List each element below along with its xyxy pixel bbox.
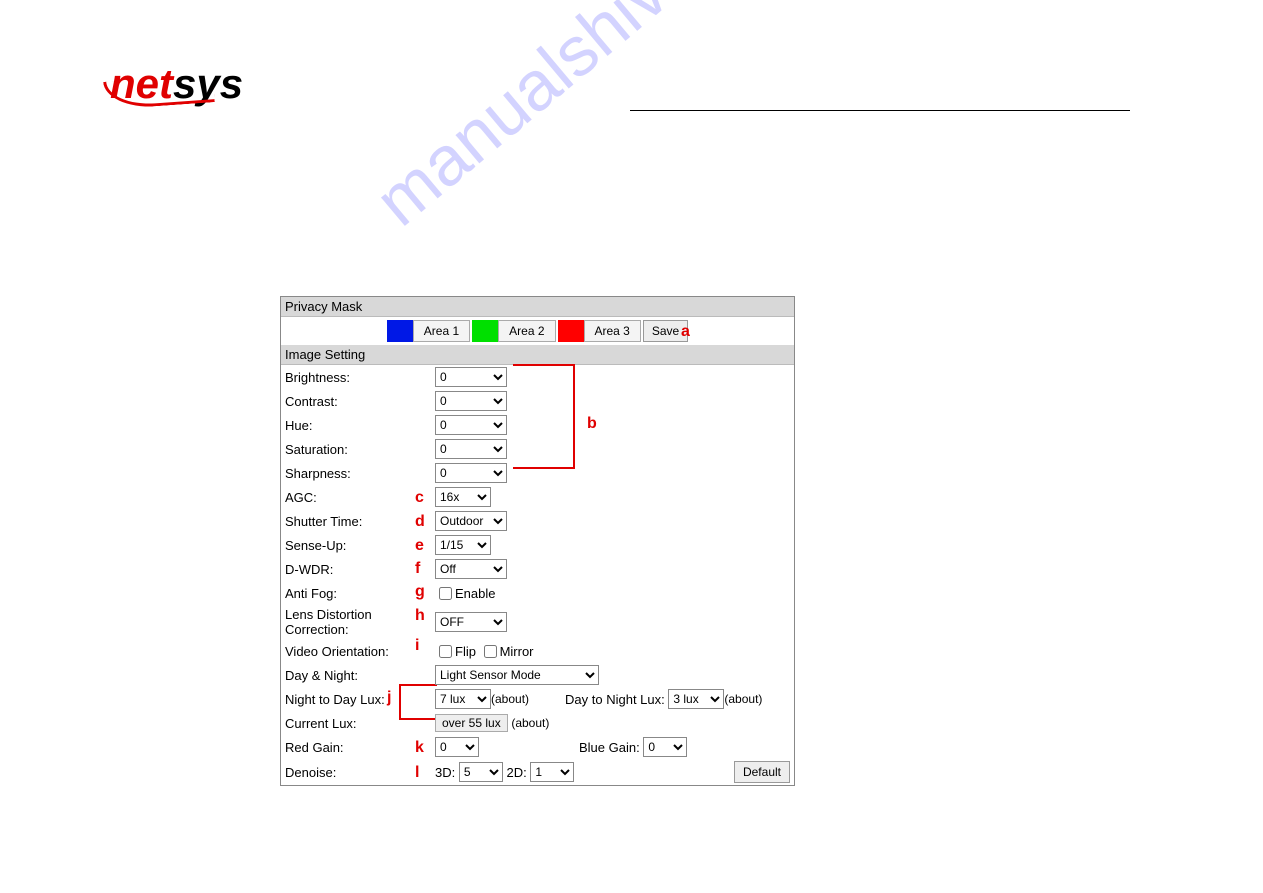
current-lux-about: (about) [511, 716, 549, 730]
watermark: manualshive.com [360, 0, 829, 241]
shutter-label: Shutter Time: [285, 514, 435, 529]
denoise-2d-select[interactable]: 1 [530, 762, 574, 782]
gain-row: Red Gain: 0 Blue Gain: 0 [281, 735, 794, 759]
agc-label: AGC: [285, 490, 435, 505]
senseup-label: Sense-Up: [285, 538, 435, 553]
d2n-lux-label: Day to Night Lux: [565, 692, 665, 707]
image-setting-header: Image Setting [281, 345, 794, 365]
privacy-mask-header: Privacy Mask [281, 297, 794, 317]
hue-label: Hue: [285, 418, 435, 433]
blue-gain-select[interactable]: 0 [643, 737, 687, 757]
antifog-checkbox[interactable] [439, 587, 452, 600]
ldc-row: Lens Distortion Correction: OFF [281, 605, 794, 639]
red-gain-label: Red Gain: [285, 740, 435, 755]
video-orient-label: Video Orientation: [285, 644, 435, 659]
antifog-row: Anti Fog: Enable [281, 581, 794, 605]
shutter-row: Shutter Time: Outdoor [281, 509, 794, 533]
n2d-about: (about) [491, 692, 529, 706]
brightness-select[interactable]: 0 [435, 367, 507, 387]
hue-row: Hue: 0 [281, 413, 794, 437]
brightness-label: Brightness: [285, 370, 435, 385]
dwdr-row: D-WDR: Off [281, 557, 794, 581]
n2d-lux-label: Night to Day Lux: [285, 692, 435, 707]
mirror-text: Mirror [500, 644, 534, 659]
save-button[interactable]: Save [643, 320, 688, 342]
contrast-label: Contrast: [285, 394, 435, 409]
current-lux-row: Current Lux: over 55 lux (about) [281, 711, 794, 735]
lux-row: Night to Day Lux: 7 lux (about) Day to N… [281, 687, 794, 711]
sharpness-row: Sharpness: 0 [281, 461, 794, 485]
denoise-2d-label: 2D: [506, 765, 526, 780]
sharpness-label: Sharpness: [285, 466, 435, 481]
saturation-select[interactable]: 0 [435, 439, 507, 459]
saturation-row: Saturation: 0 [281, 437, 794, 461]
contrast-select[interactable]: 0 [435, 391, 507, 411]
logo: netsys [110, 60, 243, 108]
area3-swatch [558, 320, 584, 342]
antifog-enable-text: Enable [455, 586, 495, 601]
header-divider [630, 110, 1130, 111]
denoise-row: Denoise: 3D: 5 2D: 1 Default [281, 759, 794, 785]
area2-button[interactable]: Area 2 [498, 320, 555, 342]
flip-text: Flip [455, 644, 476, 659]
contrast-row: Contrast: 0 [281, 389, 794, 413]
daynight-select[interactable]: Light Sensor Mode [435, 665, 599, 685]
area1-button[interactable]: Area 1 [413, 320, 470, 342]
brightness-row: Brightness: 0 [281, 365, 794, 389]
current-lux-value: over 55 lux [435, 714, 508, 732]
senseup-row: Sense-Up: 1/15 [281, 533, 794, 557]
area1-swatch [387, 320, 413, 342]
n2d-lux-select[interactable]: 7 lux [435, 689, 491, 709]
area3-button[interactable]: Area 3 [584, 320, 641, 342]
privacy-mask-area-bar: Area 1 Area 2 Area 3 Save [281, 317, 794, 345]
agc-row: AGC: 16x [281, 485, 794, 509]
red-gain-select[interactable]: 0 [435, 737, 479, 757]
mirror-checkbox[interactable] [484, 645, 497, 658]
dwdr-select[interactable]: Off [435, 559, 507, 579]
antifog-label: Anti Fog: [285, 586, 435, 601]
d2n-lux-select[interactable]: 3 lux [668, 689, 724, 709]
hue-select[interactable]: 0 [435, 415, 507, 435]
saturation-label: Saturation: [285, 442, 435, 457]
ldc-select[interactable]: OFF [435, 612, 507, 632]
ldc-label: Lens Distortion Correction: [285, 607, 435, 637]
video-orient-row: Video Orientation: Flip Mirror [281, 639, 794, 663]
denoise-3d-select[interactable]: 5 [459, 762, 503, 782]
default-button[interactable]: Default [734, 761, 790, 783]
denoise-label: Denoise: [285, 765, 435, 780]
area2-swatch [472, 320, 498, 342]
dwdr-label: D-WDR: [285, 562, 435, 577]
settings-panel: a b c d e f g h i j k l Privacy Mask Are… [280, 296, 795, 786]
shutter-select[interactable]: Outdoor [435, 511, 507, 531]
daynight-label: Day & Night: [285, 668, 435, 683]
daynight-row: Day & Night: Light Sensor Mode [281, 663, 794, 687]
flip-checkbox[interactable] [439, 645, 452, 658]
senseup-select[interactable]: 1/15 [435, 535, 491, 555]
sharpness-select[interactable]: 0 [435, 463, 507, 483]
d2n-about: (about) [724, 692, 762, 706]
current-lux-label: Current Lux: [285, 716, 435, 731]
blue-gain-label: Blue Gain: [579, 740, 640, 755]
agc-select[interactable]: 16x [435, 487, 491, 507]
denoise-3d-label: 3D: [435, 765, 455, 780]
